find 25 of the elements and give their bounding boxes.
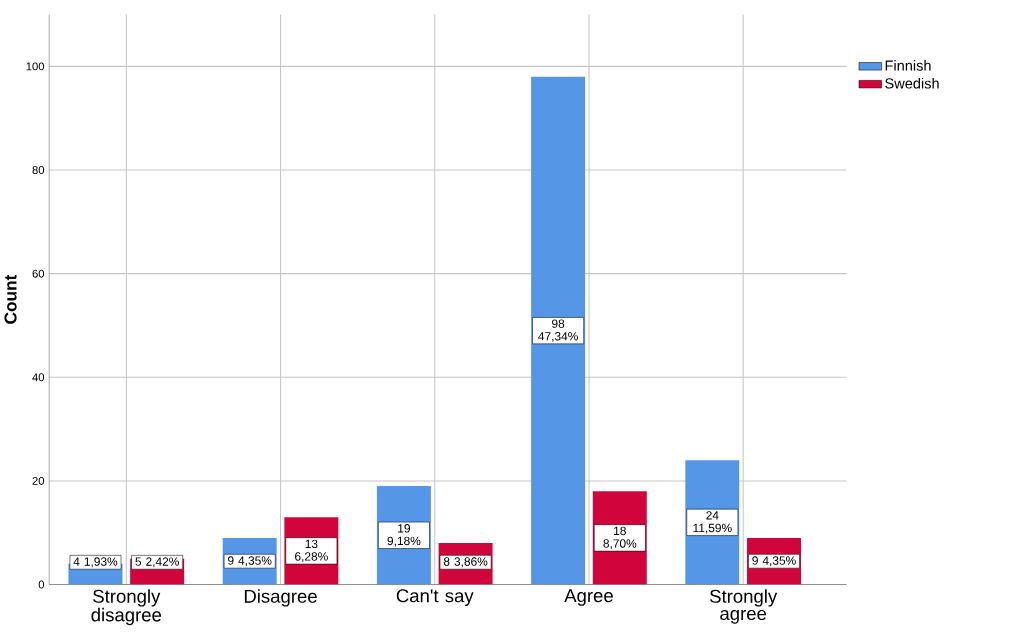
data-label: 9 4,35% — [752, 556, 796, 567]
y-tick-label: 80 — [32, 165, 45, 174]
data-label: 4 1,93% — [73, 557, 118, 568]
data-label: 8 3,86% — [443, 557, 488, 568]
data-label: 98 47,34% — [538, 319, 578, 342]
data-label: 5 2,42% — [135, 557, 179, 568]
legend-label: Finnish — [885, 59, 931, 71]
legend-label: Swedish — [885, 77, 939, 89]
x-tick-label: Strongly agree — [709, 589, 778, 624]
x-tick-label: Strongly disagree — [91, 589, 162, 626]
y-tick-label: 40 — [32, 373, 45, 382]
bar — [531, 76, 586, 585]
data-label: 19 9,18% — [387, 523, 421, 547]
x-tick-label: Disagree — [244, 589, 317, 607]
data-label: 24 11,59% — [693, 511, 732, 534]
y-tick-label: 60 — [32, 269, 45, 278]
x-tick-label: Agree — [564, 589, 613, 606]
y-tick-label: 20 — [32, 476, 45, 485]
y-tick-label: 100 — [26, 62, 45, 71]
data-label: 18 8,70% — [603, 526, 637, 550]
data-label: 9 4,35% — [228, 556, 272, 567]
x-tick-label: Can't say — [396, 589, 474, 606]
data-label: 13 6,28% — [295, 539, 328, 562]
y-tick-label: 0 — [38, 580, 45, 589]
y-axis-title: Count — [4, 274, 17, 324]
